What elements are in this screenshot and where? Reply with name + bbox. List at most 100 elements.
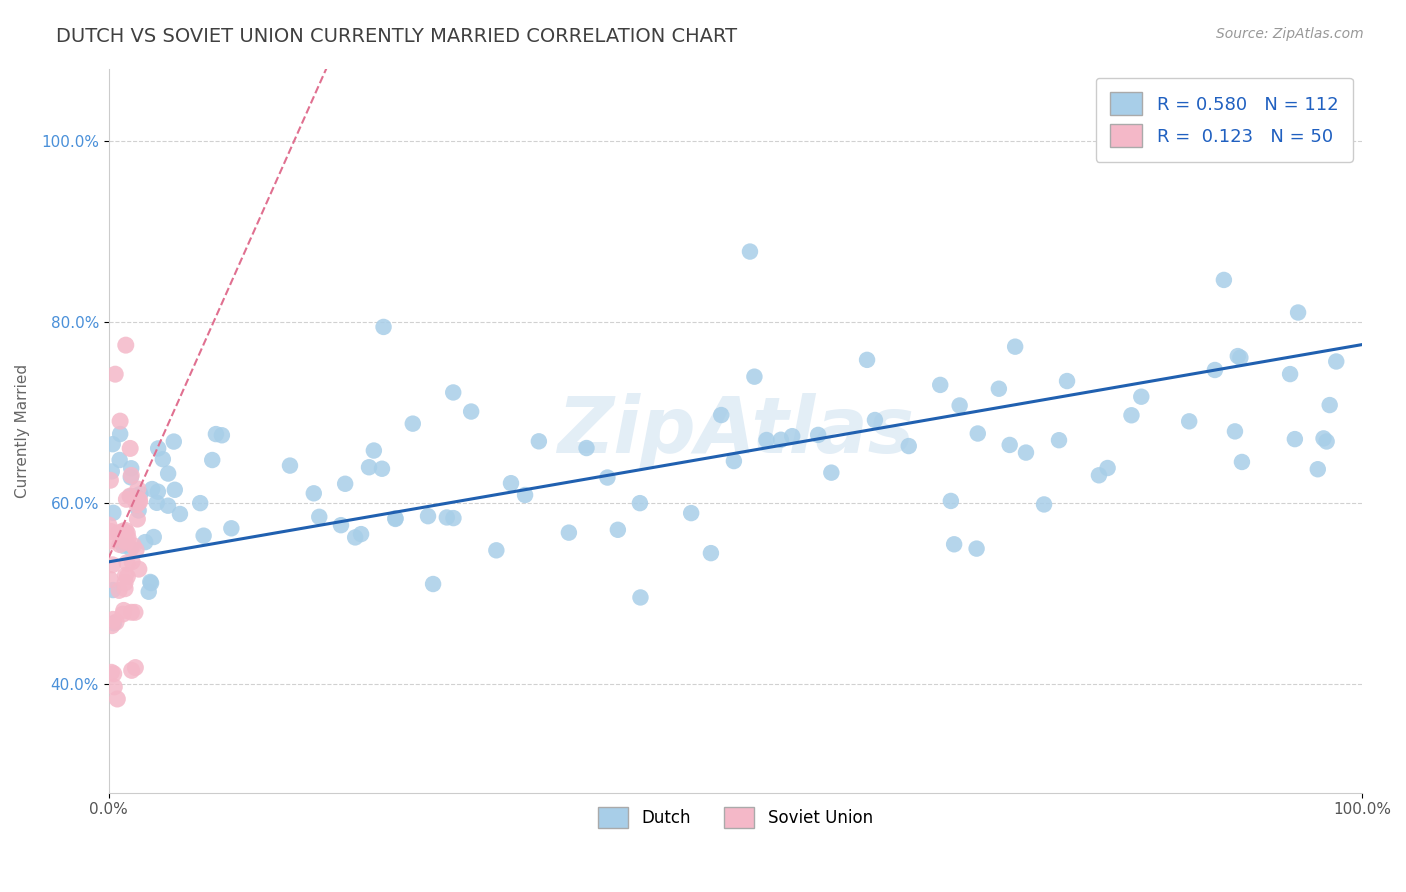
- Point: [966, 541, 988, 556]
- Point: [1056, 374, 1078, 388]
- Point: [1212, 273, 1234, 287]
- Text: DUTCH VS SOVIET UNION CURRENTLY MARRIED CORRELATION CHART: DUTCH VS SOVIET UNION CURRENTLY MARRIED …: [56, 27, 737, 45]
- Point: [108, 583, 131, 598]
- Point: [139, 574, 162, 589]
- Point: [108, 427, 131, 442]
- Point: [163, 483, 186, 497]
- Point: [1284, 432, 1306, 446]
- Point: [139, 576, 162, 591]
- Point: [103, 506, 125, 520]
- Point: [863, 413, 886, 427]
- Point: [120, 490, 142, 504]
- Point: [384, 512, 406, 526]
- Point: [114, 568, 136, 582]
- Point: [100, 464, 122, 478]
- Point: [1088, 468, 1111, 483]
- Point: [152, 452, 174, 467]
- Point: [416, 509, 439, 524]
- Point: [121, 555, 143, 569]
- Point: [115, 535, 138, 549]
- Point: [101, 582, 124, 597]
- Point: [100, 665, 122, 680]
- Point: [98, 573, 121, 587]
- Point: [856, 352, 879, 367]
- Point: [738, 244, 761, 259]
- Point: [308, 509, 330, 524]
- Point: [169, 507, 191, 521]
- Point: [101, 437, 124, 451]
- Point: [111, 607, 134, 621]
- Point: [443, 511, 465, 525]
- Point: [148, 442, 170, 456]
- Point: [114, 582, 136, 596]
- Point: [127, 512, 149, 526]
- Point: [101, 558, 124, 572]
- Point: [807, 428, 830, 442]
- Point: [118, 489, 141, 503]
- Point: [125, 489, 148, 503]
- Point: [114, 524, 136, 538]
- Point: [138, 584, 160, 599]
- Point: [134, 535, 156, 549]
- Point: [302, 486, 325, 500]
- Point: [100, 473, 122, 487]
- Point: [128, 495, 150, 509]
- Point: [1324, 354, 1347, 368]
- Point: [112, 524, 135, 538]
- Point: [350, 527, 373, 541]
- Point: [1130, 390, 1153, 404]
- Point: [128, 492, 150, 507]
- Point: [1319, 398, 1341, 412]
- Point: [193, 529, 215, 543]
- Point: [344, 530, 367, 544]
- Point: [120, 541, 142, 556]
- Point: [108, 525, 131, 540]
- Point: [1226, 349, 1249, 363]
- Y-axis label: Currently Married: Currently Married: [15, 364, 30, 498]
- Point: [120, 605, 142, 619]
- Point: [120, 468, 142, 483]
- Point: [681, 506, 703, 520]
- Point: [949, 399, 972, 413]
- Point: [115, 492, 138, 507]
- Point: [128, 562, 150, 576]
- Point: [485, 543, 508, 558]
- Point: [1004, 340, 1026, 354]
- Point: [630, 591, 652, 605]
- Point: [820, 466, 842, 480]
- Point: [101, 612, 124, 626]
- Point: [1033, 498, 1056, 512]
- Point: [1223, 425, 1246, 439]
- Point: [117, 531, 139, 545]
- Point: [1121, 409, 1143, 423]
- Point: [120, 470, 142, 484]
- Point: [357, 460, 380, 475]
- Point: [441, 385, 464, 400]
- Point: [163, 434, 186, 449]
- Point: [1316, 434, 1339, 449]
- Point: [112, 539, 135, 553]
- Point: [124, 605, 146, 619]
- Point: [333, 476, 356, 491]
- Point: [103, 680, 125, 694]
- Point: [897, 439, 920, 453]
- Point: [499, 476, 522, 491]
- Point: [221, 521, 243, 535]
- Point: [108, 453, 131, 467]
- Point: [146, 484, 169, 499]
- Point: [114, 533, 136, 548]
- Legend: Dutch, Soviet Union: Dutch, Soviet Union: [592, 800, 879, 835]
- Point: [1229, 351, 1251, 365]
- Point: [943, 537, 966, 551]
- Point: [100, 534, 122, 549]
- Point: [330, 518, 353, 533]
- Point: [1178, 414, 1201, 428]
- Point: [211, 428, 233, 442]
- Point: [105, 615, 128, 629]
- Point: [460, 404, 482, 418]
- Point: [201, 453, 224, 467]
- Point: [120, 442, 142, 456]
- Point: [744, 369, 766, 384]
- Point: [114, 575, 136, 590]
- Point: [205, 427, 228, 442]
